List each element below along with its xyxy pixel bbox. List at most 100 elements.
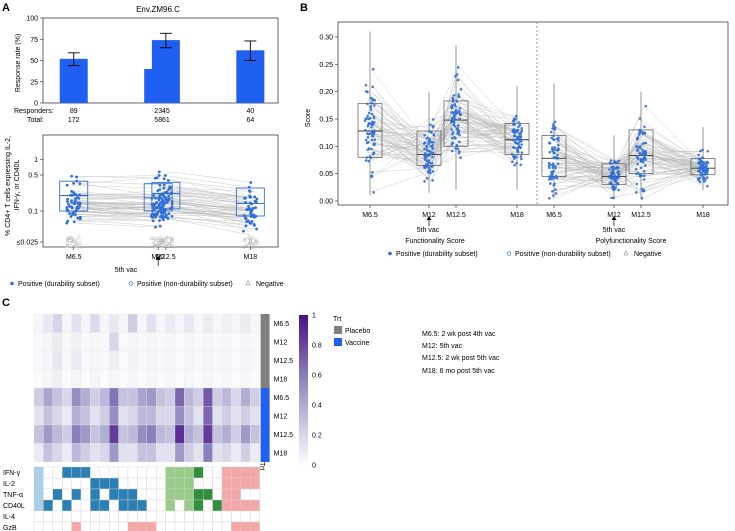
b-positive-point — [511, 160, 514, 164]
function-cell — [80, 477, 91, 490]
heatmap-cell — [109, 369, 119, 389]
b-legend-negative: Negative — [634, 251, 662, 258]
b-positive-point — [613, 174, 617, 177]
function-cell — [165, 510, 176, 523]
a2-negative-point — [69, 235, 74, 240]
heatmap-cell — [231, 313, 241, 333]
colorbar-segment — [299, 371, 308, 376]
b-annotation-1: 5th vac — [417, 227, 440, 234]
b-annotation-arrowhead — [426, 216, 432, 220]
a2-negative-point — [170, 243, 175, 247]
heatmap-cell — [62, 369, 72, 389]
a2-negative-point — [65, 241, 70, 245]
b-positive-point — [555, 157, 559, 160]
colorbar-segment — [299, 405, 308, 410]
b-positive-point — [370, 101, 374, 105]
legend-negative: Negative — [256, 281, 284, 288]
b-trajectory — [367, 97, 515, 162]
function-cell — [202, 521, 213, 531]
heatmap-cell — [240, 369, 251, 389]
b-trajectory — [373, 113, 517, 157]
a2-positive-point — [66, 200, 69, 203]
heatmap-cell — [62, 332, 72, 352]
function-cell — [240, 477, 251, 490]
function-cell — [165, 499, 176, 512]
function-cell — [174, 499, 185, 512]
b-positive-point — [701, 164, 704, 168]
heatmap-cell — [146, 369, 157, 389]
b-positive-point — [609, 176, 613, 180]
b-positive-point — [455, 73, 459, 76]
a2-positive-point — [72, 220, 76, 224]
heatmap-cell — [99, 424, 110, 444]
b-positive-point — [365, 141, 369, 145]
b-positive-point — [554, 174, 558, 178]
b-ytick-label: 0.20 — [319, 89, 333, 96]
b-positive-point — [371, 134, 374, 138]
b-positive-point — [547, 178, 551, 181]
a2-positive-point — [152, 203, 156, 206]
chart-b-ylabel: Score — [305, 109, 312, 127]
b-positive-point — [369, 156, 373, 160]
trt-legend-placebo: Placebo — [345, 328, 370, 335]
a2-negative-point — [66, 236, 71, 240]
function-cell — [90, 510, 101, 523]
heatmap-cell — [99, 406, 110, 426]
colorbar-segment — [299, 431, 308, 436]
a2-trajectory — [72, 181, 255, 192]
b-trajectory — [555, 154, 704, 196]
a2-negative-point — [169, 239, 174, 243]
b-positive-point — [702, 176, 706, 179]
b-positive-point — [458, 133, 461, 137]
b-positive-point — [635, 155, 639, 158]
b-positive-point — [453, 103, 457, 106]
heatmap-cell — [43, 350, 53, 370]
b-positive-point — [370, 126, 373, 129]
heatmap-cell — [99, 332, 110, 352]
b-trajectory — [372, 123, 516, 167]
a2-positive-point — [158, 183, 162, 187]
b-positive-point — [425, 136, 429, 140]
b-positive-point — [450, 143, 454, 146]
function-cell — [62, 466, 72, 479]
b-ytick-label: 0.15 — [319, 116, 333, 123]
function-cell — [212, 466, 223, 479]
function-cell — [146, 466, 157, 479]
b-positive-point — [516, 128, 520, 132]
heatmap-row-label: M12 — [274, 339, 288, 346]
heatmap-cell — [203, 350, 213, 370]
chart-b-frame — [337, 21, 729, 206]
b-positive-point — [553, 176, 556, 180]
b-positive-point — [706, 160, 709, 164]
heatmap-cell — [99, 443, 110, 463]
function-row-label: TNF-α — [3, 492, 23, 499]
b-positive-point — [701, 156, 704, 159]
b-positive-point — [636, 137, 639, 141]
b-positive-point — [450, 111, 453, 114]
b-legend-positive-durability-marker — [388, 251, 392, 256]
heatmap-cell — [80, 332, 91, 352]
b-positive-point — [634, 168, 638, 171]
heatmap-cell — [250, 350, 260, 370]
b-positive-point — [551, 165, 555, 168]
b-positive-point — [611, 169, 615, 172]
function-cell — [193, 499, 204, 512]
a-ytick-label: 0 — [34, 101, 38, 108]
function-cell — [240, 510, 251, 523]
b-positive-point — [612, 172, 615, 175]
trt-bar-cell — [260, 332, 270, 351]
b-positive-point — [512, 134, 516, 138]
b-positive-point — [423, 157, 427, 161]
colorbar-segment — [299, 401, 308, 406]
a2-trajectory — [76, 191, 249, 202]
a2-positive-point — [157, 170, 161, 174]
a2-negative-point — [250, 243, 255, 247]
b-positive-point — [425, 145, 429, 149]
colorbar-tick-label: 0 — [312, 463, 316, 470]
a2-positive-point — [166, 179, 170, 182]
b-positive-point — [370, 174, 373, 177]
b-positive-point — [613, 160, 616, 163]
chart-a2-frame — [42, 134, 279, 248]
function-cell — [99, 521, 110, 531]
a2-positive-point — [65, 221, 69, 225]
